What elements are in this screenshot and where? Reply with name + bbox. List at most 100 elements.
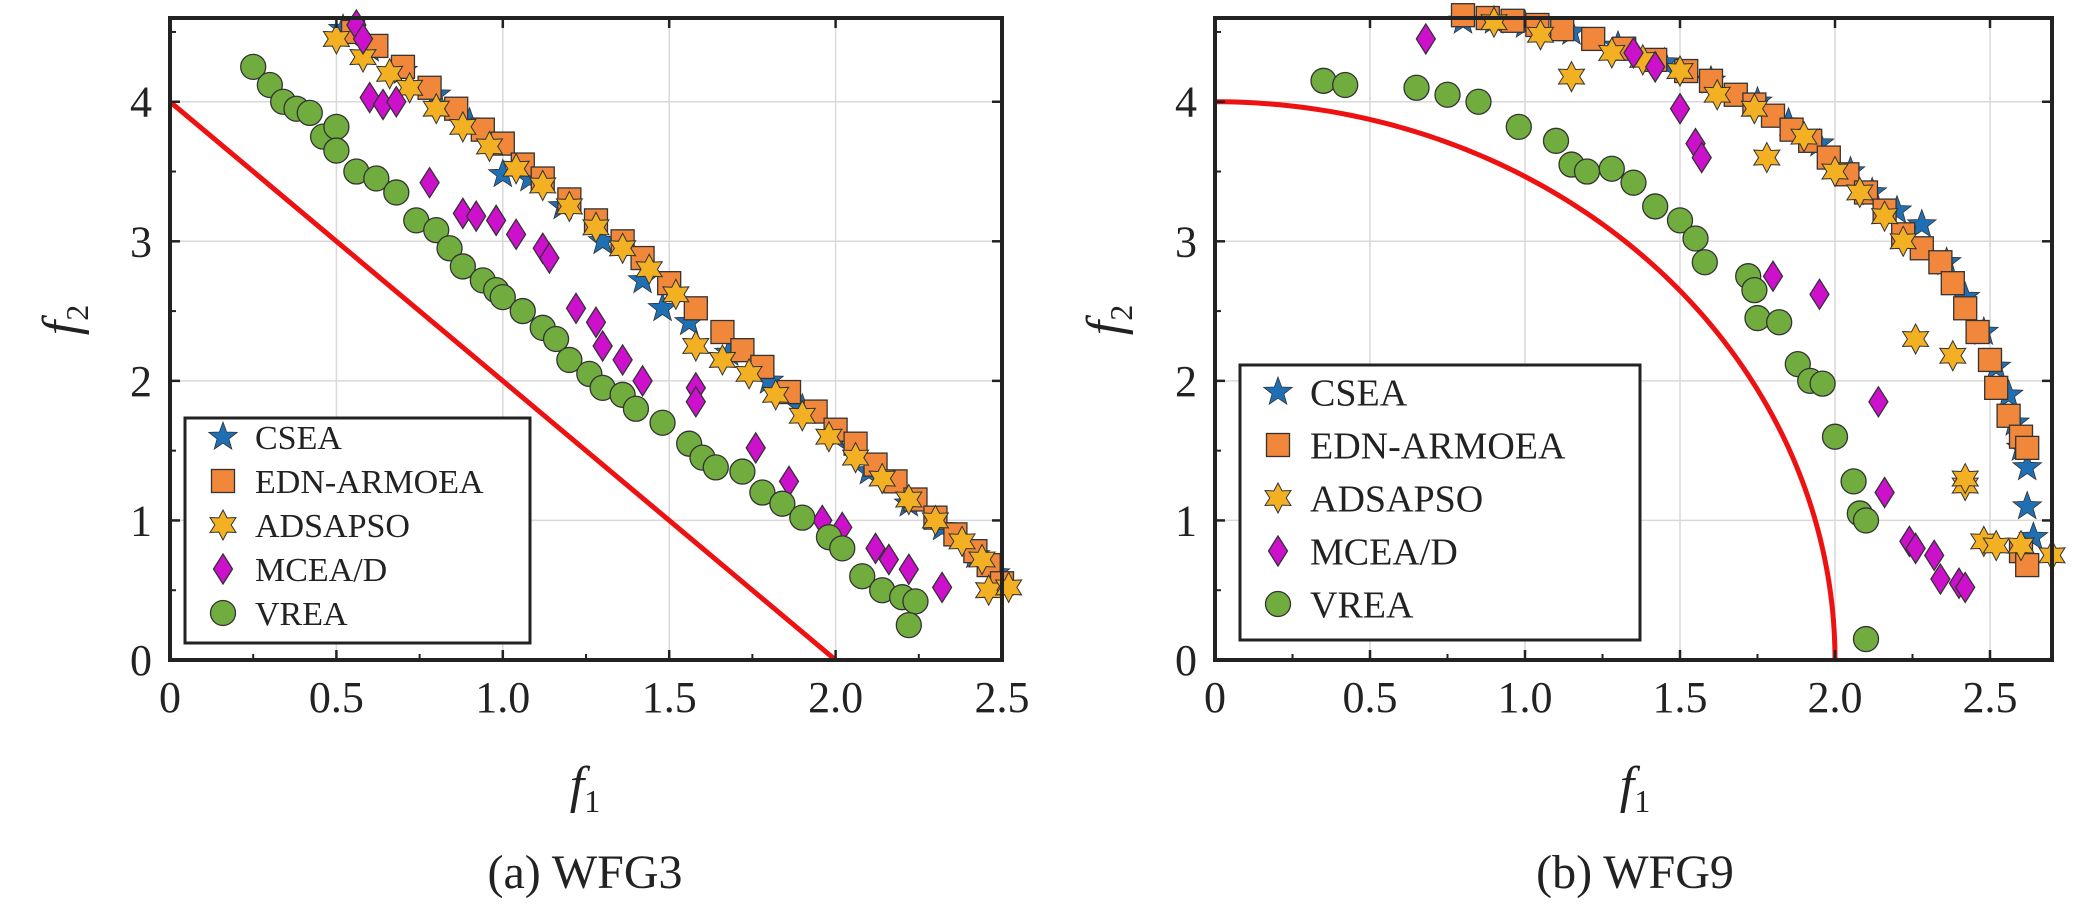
legend-label: EDN-ARMOEA bbox=[255, 464, 484, 501]
data-point bbox=[921, 504, 950, 537]
legend-label: CSEA bbox=[255, 420, 342, 457]
data-point bbox=[1889, 225, 1918, 258]
legend-swatch bbox=[207, 420, 239, 451]
data-point bbox=[1741, 277, 1768, 304]
legend-swatch bbox=[210, 468, 236, 494]
data-point bbox=[1977, 347, 2003, 373]
data-point bbox=[386, 85, 407, 118]
data-point bbox=[683, 296, 708, 321]
data-point bbox=[349, 40, 377, 74]
legend-label: VREA bbox=[1310, 585, 1414, 627]
data-point bbox=[1821, 155, 1849, 188]
data-point bbox=[729, 458, 756, 485]
data-point bbox=[632, 364, 653, 398]
data-point bbox=[968, 543, 996, 576]
data-point bbox=[1930, 562, 1951, 596]
data-point bbox=[1928, 250, 1953, 275]
data-point bbox=[1669, 92, 1691, 125]
data-point bbox=[422, 92, 451, 125]
data-point bbox=[894, 483, 923, 516]
data-point bbox=[352, 22, 374, 56]
data-point bbox=[948, 525, 976, 558]
y-axis-label: f2 bbox=[1077, 305, 1139, 335]
data-point bbox=[815, 420, 843, 453]
data-point bbox=[465, 199, 487, 233]
series-vrea bbox=[240, 53, 929, 639]
legend-swatch bbox=[1262, 375, 1294, 406]
data-point bbox=[681, 329, 710, 363]
data-point bbox=[710, 319, 735, 345]
data-point bbox=[1542, 127, 1570, 154]
data-point bbox=[788, 399, 817, 432]
data-point bbox=[730, 338, 755, 363]
data-point bbox=[452, 197, 474, 230]
data-point bbox=[622, 395, 650, 422]
data-point bbox=[1691, 249, 1718, 276]
data-point bbox=[931, 571, 953, 604]
x-tick-label: 0.5 bbox=[309, 673, 364, 722]
data-point bbox=[555, 190, 584, 223]
data-point bbox=[1598, 155, 1625, 182]
data-point bbox=[849, 563, 876, 590]
data-point bbox=[582, 211, 610, 244]
data-point bbox=[509, 297, 536, 325]
data-point bbox=[542, 325, 570, 353]
data-point bbox=[789, 504, 816, 531]
data-point bbox=[502, 152, 531, 185]
data-point bbox=[895, 611, 922, 639]
data-point bbox=[1868, 385, 1889, 419]
data-point bbox=[1821, 423, 1849, 450]
data-point bbox=[375, 57, 404, 90]
data-point bbox=[1666, 54, 1694, 88]
y-tick-label: 4 bbox=[130, 78, 152, 127]
data-point bbox=[1809, 278, 1830, 311]
data-point bbox=[1642, 193, 1669, 220]
data-point bbox=[1852, 625, 1880, 653]
data-point bbox=[649, 409, 676, 436]
data-point bbox=[1310, 67, 1337, 94]
data-point bbox=[1526, 18, 1555, 51]
data-point bbox=[419, 166, 440, 199]
legend-swatch bbox=[1265, 432, 1291, 458]
x-axis-label: f1 bbox=[1620, 757, 1650, 819]
y-axis-label: f2 bbox=[33, 305, 95, 335]
data-point bbox=[2011, 451, 2043, 481]
legend: CSEA EDN-ARMOEA ADSAPSO MCEA/D VREA bbox=[183, 416, 532, 645]
data-point bbox=[1874, 476, 1895, 509]
data-point bbox=[841, 441, 870, 474]
data-point bbox=[1984, 375, 2009, 400]
data-point bbox=[1620, 169, 1647, 196]
data-point bbox=[1901, 322, 1930, 356]
x-axis-label: f1 bbox=[570, 757, 600, 819]
x-tick-label: 2.5 bbox=[975, 673, 1030, 722]
x-tick-label: 2.0 bbox=[808, 673, 863, 722]
data-point bbox=[1840, 468, 1867, 495]
data-point bbox=[1752, 141, 1781, 174]
data-point bbox=[1550, 17, 1575, 42]
data-point bbox=[323, 137, 350, 164]
data-point bbox=[902, 588, 929, 615]
data-point bbox=[1762, 259, 1784, 293]
data-point bbox=[2018, 521, 2049, 551]
data-point bbox=[865, 532, 886, 565]
data-point bbox=[395, 71, 424, 104]
data-point bbox=[635, 253, 664, 286]
data-point bbox=[1953, 296, 1978, 321]
data-point bbox=[322, 22, 351, 56]
data-point bbox=[296, 99, 323, 127]
data-point bbox=[475, 130, 504, 163]
axes-frame bbox=[1213, 16, 2054, 662]
legend-box bbox=[183, 416, 532, 645]
legend-label: MCEA/D bbox=[1310, 532, 1458, 574]
data-point bbox=[1938, 339, 1967, 372]
data-point bbox=[363, 165, 390, 192]
panel-caption: (b) WFG9 bbox=[1536, 846, 1734, 899]
data-point bbox=[240, 53, 267, 80]
data-point bbox=[505, 218, 527, 251]
data-point bbox=[1809, 370, 1836, 397]
data-point bbox=[565, 292, 587, 325]
data-point bbox=[585, 306, 607, 339]
data-point bbox=[661, 278, 690, 311]
data-point bbox=[448, 110, 477, 143]
panel-wfg9: 0 0.5 1.0 1.5 2.0 2.5 0 1 2 3 4 f1 f2 (b) WFG9 CSEA EDN… bbox=[1077, 3, 2066, 899]
